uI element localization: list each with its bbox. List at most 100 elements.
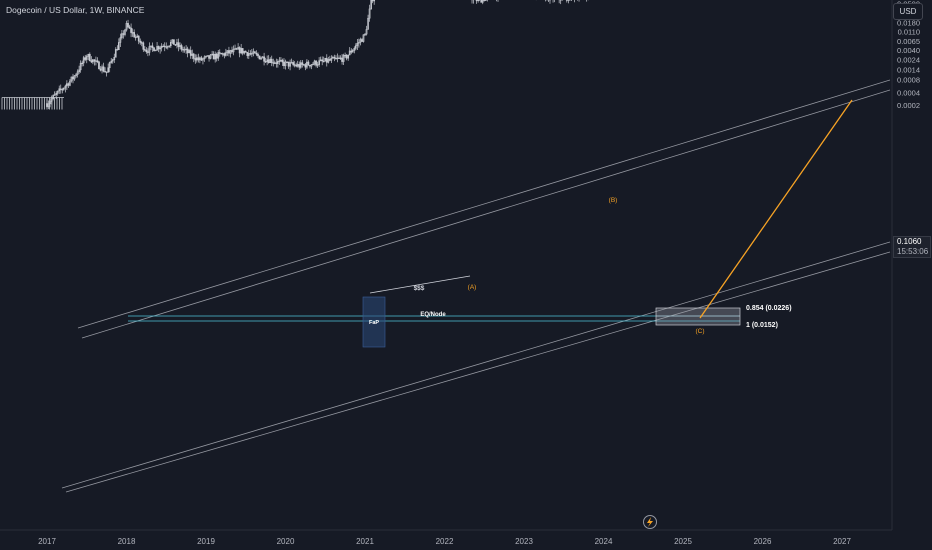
candle-body — [350, 50, 353, 53]
candle-body — [75, 74, 77, 76]
candle-body — [290, 62, 293, 64]
channel-lower-line-a — [61, 241, 891, 489]
candle-body — [368, 8, 371, 19]
candle-body — [159, 47, 161, 50]
candle-body — [287, 61, 290, 67]
candle-body — [127, 23, 129, 28]
fvg-box — [362, 296, 386, 348]
candle-body — [361, 39, 363, 42]
candle-body — [192, 53, 195, 59]
candle-body — [156, 46, 158, 51]
y-tick-label: 0.0180 — [897, 18, 920, 27]
candle-body — [260, 57, 262, 60]
candle-body — [119, 37, 122, 43]
candle-body — [203, 56, 206, 60]
channel-upper-line-b — [81, 89, 891, 339]
candle-body — [371, 0, 374, 2]
candle-body — [280, 59, 282, 62]
candle-body — [257, 53, 259, 57]
candle-body — [286, 61, 288, 63]
candle-body — [131, 32, 134, 34]
fib-0854-label: 0.854 (0.0226) — [746, 305, 792, 312]
x-tick-label: 2018 — [118, 537, 136, 546]
candle-body — [78, 69, 80, 73]
candle-body — [232, 48, 235, 53]
candle-body — [169, 42, 172, 47]
x-tick-label: 2019 — [197, 537, 215, 546]
candle-body — [195, 57, 198, 61]
candle-body — [137, 35, 140, 42]
candle-body — [319, 59, 322, 62]
candle-body — [345, 54, 348, 59]
candle-body — [130, 27, 132, 33]
candle-body — [296, 64, 299, 67]
lightning-icon[interactable] — [643, 515, 657, 529]
x-tick-label: 2020 — [277, 537, 295, 546]
candle-body — [298, 64, 301, 68]
candle-body — [333, 56, 336, 59]
candle-body — [332, 56, 334, 59]
candle-body — [64, 85, 67, 89]
candle-body — [367, 18, 369, 30]
candle-body — [306, 61, 308, 68]
candle-body — [359, 39, 362, 43]
candle-body — [165, 46, 168, 48]
candle-body — [484, 0, 487, 1]
candle-body — [266, 59, 269, 62]
candle-body — [154, 49, 157, 52]
candle-body — [263, 56, 265, 62]
candle-body — [133, 32, 135, 38]
candle-body — [163, 45, 166, 48]
candle-body — [351, 50, 354, 53]
candle-body — [205, 55, 207, 58]
candle-body — [324, 57, 327, 62]
candle-body — [281, 59, 284, 63]
x-tick-label: 2022 — [436, 537, 454, 546]
candle-body — [61, 89, 64, 91]
candle-body — [113, 57, 116, 60]
candle-body — [79, 63, 82, 71]
candle-body — [182, 49, 184, 51]
eq-node-label: EQ/Node — [420, 312, 446, 318]
candle-body — [66, 83, 68, 87]
candle-body — [217, 52, 220, 59]
candle-body — [186, 48, 189, 54]
candle-body — [302, 64, 305, 66]
candle-body — [197, 57, 200, 61]
candle-body — [304, 64, 307, 68]
y-tick-label: 0.0004 — [897, 88, 920, 97]
candle-body — [104, 71, 106, 73]
time-axis[interactable]: 2017 2018 2019 2020 2021 2022 2023 2024 2025 2026… — [38, 537, 851, 546]
candle-body — [254, 51, 256, 54]
candle-body — [209, 54, 212, 59]
candle-body — [150, 45, 152, 47]
candle-body — [301, 62, 304, 65]
candle-body — [330, 58, 333, 61]
candle-body — [315, 60, 317, 66]
candle-body — [136, 35, 139, 38]
candle-body — [269, 58, 272, 63]
candle-body — [325, 57, 328, 63]
candle-body — [277, 61, 279, 64]
candle-body — [189, 50, 192, 56]
candle-body — [341, 57, 343, 62]
candle-body — [328, 59, 331, 61]
candle-body — [174, 44, 177, 46]
fib-1-label: 1 (0.0152) — [746, 322, 778, 329]
candle-body — [309, 64, 311, 67]
candle-body — [121, 33, 123, 38]
candle-body — [56, 90, 59, 94]
candle-body — [168, 45, 171, 47]
candle-body — [76, 71, 79, 75]
candle-body — [160, 46, 163, 49]
x-tick-label: 2025 — [674, 537, 692, 546]
candle-body — [53, 94, 56, 96]
candle-body — [221, 53, 224, 55]
candle-body — [365, 29, 368, 35]
wave-c-label: (C) — [695, 328, 704, 335]
candle-body — [206, 55, 209, 57]
y-tick-label: 0.0040 — [897, 46, 920, 55]
currency-button[interactable]: USD — [893, 3, 923, 20]
candle-body — [322, 60, 325, 63]
